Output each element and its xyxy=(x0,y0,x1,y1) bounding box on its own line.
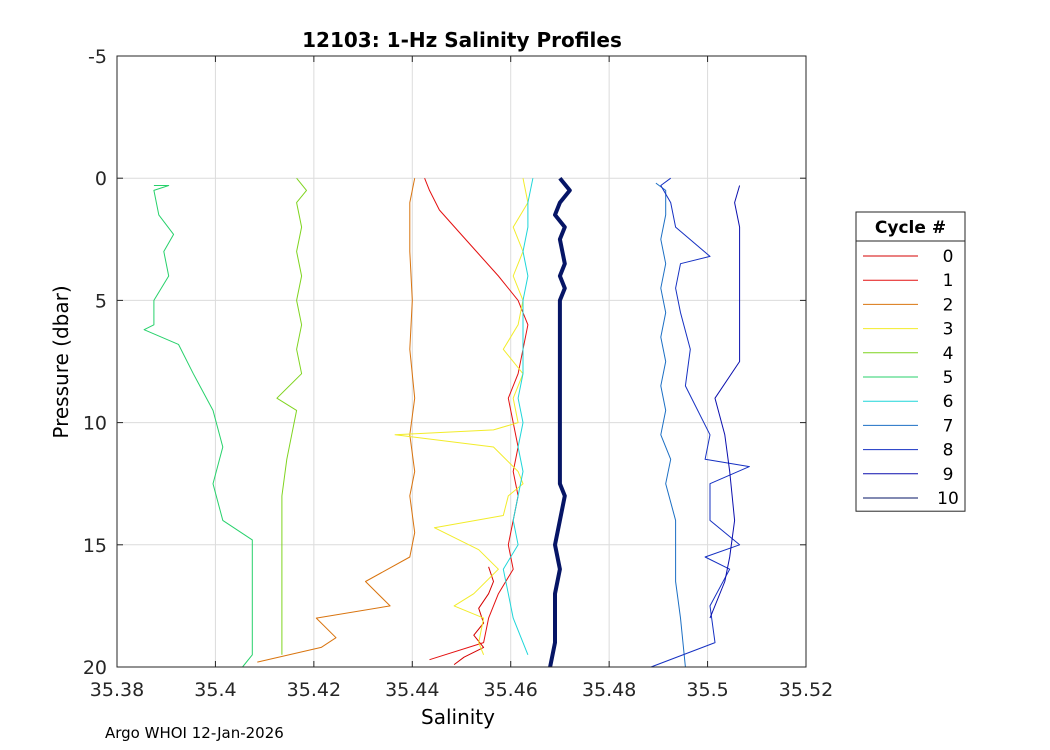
y-tick-label: 5 xyxy=(95,290,107,312)
series-line-cycle-7 xyxy=(655,182,686,668)
legend-label-cycle-10: 10 xyxy=(937,489,959,509)
series-line-cycle-5 xyxy=(143,185,253,668)
x-tick-label: 35.5 xyxy=(686,679,728,701)
series-line-cycle-4 xyxy=(276,177,307,655)
legend-label-cycle-6: 6 xyxy=(943,392,954,412)
legend-label-cycle-2: 2 xyxy=(943,295,954,315)
footer-credit: Argo WHOI 12-Jan-2026 xyxy=(105,724,284,742)
x-tick-label: 35.46 xyxy=(484,679,538,701)
x-axis-label: Salinity xyxy=(421,705,495,729)
series-layer xyxy=(143,176,750,668)
legend-label-cycle-7: 7 xyxy=(943,416,954,436)
legend: Cycle # 0 1 2 3 4 5 6 7 8 9 10 xyxy=(855,211,966,512)
legend-label-cycle-9: 9 xyxy=(943,465,954,485)
axes-frame xyxy=(116,55,807,668)
y-axis-label: Pressure (dbar) xyxy=(49,285,73,438)
x-tick-label: 35.42 xyxy=(287,679,341,701)
series-line-cycle-2 xyxy=(257,178,416,663)
x-tick-label: 35.52 xyxy=(779,679,833,701)
legend-label-cycle-0: 0 xyxy=(943,247,954,267)
series-line-cycle-9 xyxy=(709,185,741,619)
chart-title: 12103: 1-Hz Salinity Profiles xyxy=(302,28,622,52)
legend-box xyxy=(855,211,966,512)
x-tick-label: 35.44 xyxy=(385,679,439,701)
y-tick-label: 15 xyxy=(83,535,107,557)
series-line-cycle-0 xyxy=(453,566,494,666)
y-tick-label: 0 xyxy=(95,168,107,190)
x-tick-label: 35.4 xyxy=(194,679,236,701)
y-tick-label: 10 xyxy=(83,413,107,435)
legend-label-cycle-1: 1 xyxy=(943,271,954,291)
series-line-cycle-8 xyxy=(650,177,750,668)
series-line-cycle-3 xyxy=(394,178,529,655)
legend-label-cycle-3: 3 xyxy=(943,320,954,340)
series-line-cycle-10 xyxy=(548,176,572,668)
series-line-cycle-6 xyxy=(502,178,534,655)
legend-label-cycle-5: 5 xyxy=(943,368,954,388)
x-tick-label: 35.48 xyxy=(582,679,636,701)
plot-area xyxy=(117,56,806,667)
legend-title: Cycle # xyxy=(875,218,946,238)
legend-label-cycle-4: 4 xyxy=(943,344,954,364)
y-tick-label: -5 xyxy=(88,46,107,68)
legend-label-cycle-8: 8 xyxy=(943,441,954,461)
x-tick-label: 35.38 xyxy=(90,679,144,701)
y-tick-label: 20 xyxy=(83,657,107,679)
axis-ticks: 35.38 35.4 35.42 35.44 35.46 35.48 35.5 35.52 -5… xyxy=(83,46,833,701)
grid-lines xyxy=(117,56,806,667)
